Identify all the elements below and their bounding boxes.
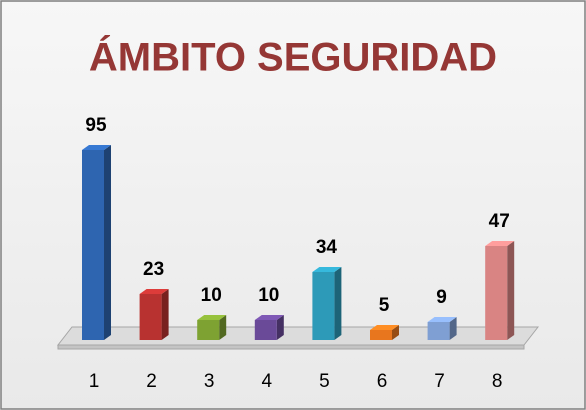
x-tick-label: 1 xyxy=(89,371,100,392)
bar-side xyxy=(219,315,227,340)
x-tick-label: 3 xyxy=(204,371,215,392)
bar-top xyxy=(370,325,399,330)
bar-top xyxy=(82,145,111,150)
bar xyxy=(312,272,335,340)
bar-top xyxy=(254,315,284,320)
bar xyxy=(254,320,277,340)
data-label: 10 xyxy=(258,285,279,306)
data-label: 34 xyxy=(316,237,338,258)
data-label: 9 xyxy=(436,287,447,308)
bar-top xyxy=(312,267,342,272)
data-label: 10 xyxy=(201,285,222,306)
floor xyxy=(56,326,540,346)
bar-side xyxy=(507,241,515,340)
bar-side xyxy=(276,315,284,340)
bar-top xyxy=(139,289,169,294)
bar-top xyxy=(485,241,515,246)
bar xyxy=(197,320,220,340)
bar-side xyxy=(161,289,169,340)
bar xyxy=(370,330,392,340)
data-label: 23 xyxy=(143,259,164,280)
x-tick-label: 7 xyxy=(434,371,445,392)
floor-edge xyxy=(57,344,525,350)
bar-side xyxy=(334,267,342,340)
bar xyxy=(82,150,104,340)
bar-side xyxy=(104,145,111,340)
bar-top xyxy=(427,317,457,322)
data-label: 5 xyxy=(379,295,390,316)
data-label: 47 xyxy=(489,211,510,232)
bar-side xyxy=(449,317,457,340)
bar-top xyxy=(197,315,227,320)
bar xyxy=(427,322,450,340)
bar xyxy=(485,246,508,340)
data-label: 95 xyxy=(85,115,107,136)
x-tick-label: 6 xyxy=(377,371,388,392)
x-tick-label: 5 xyxy=(319,371,330,392)
chart-title: ÁMBITO SEGURIDAD xyxy=(89,35,497,80)
x-tick-label: 2 xyxy=(146,371,157,392)
x-tick-label: 8 xyxy=(492,371,503,392)
x-tick-label: 4 xyxy=(262,371,273,392)
bar xyxy=(139,294,162,340)
